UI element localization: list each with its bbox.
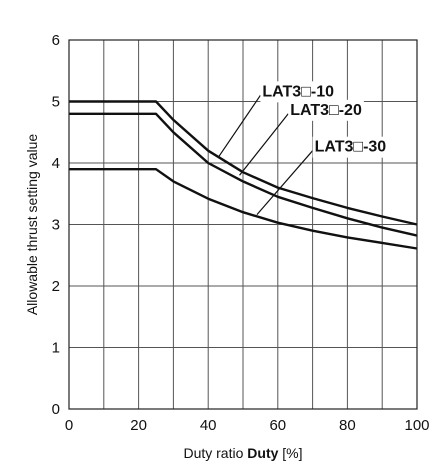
x-tick-label: 60	[269, 417, 286, 434]
series-labels: LAT3□-10 LAT3□-20 LAT3□-30	[260, 81, 389, 158]
y-axis-label: Allowable thrust setting value	[24, 134, 40, 316]
series-line-2	[69, 112, 418, 237]
y-tick-label: 6	[52, 32, 60, 49]
label-leader	[256, 150, 314, 216]
label-leader	[239, 113, 289, 176]
series-label-background	[288, 99, 364, 121]
series-label-background	[260, 81, 337, 103]
x-axis-label-prefix: Duty ratio	[183, 445, 247, 461]
y-tick-label: 3	[52, 217, 60, 234]
x-axis-label: Duty ratio Duty [%]	[183, 445, 302, 461]
series-label: LAT3□-20	[290, 102, 362, 119]
y-tick-label: 2	[52, 278, 60, 295]
tick-labels: 0 20 40 60 80 100 0 1 2 3 4 5 6	[52, 32, 430, 434]
series-label: LAT3□-30	[315, 139, 387, 156]
x-tick-label: 100	[404, 417, 429, 434]
x-tick-label: 40	[200, 417, 217, 434]
y-tick-label: 4	[52, 155, 60, 172]
y-tick-label: 5	[52, 94, 60, 111]
series-line-3	[69, 167, 418, 250]
label-leader	[218, 95, 261, 158]
x-tick-label: 0	[65, 417, 73, 434]
x-tick-label: 80	[339, 417, 356, 434]
x-tick-label: 20	[130, 417, 147, 434]
series-line-1	[69, 100, 418, 226]
y-tick-label: 0	[52, 401, 60, 418]
plot-frame	[68, 39, 418, 410]
x-axis-label-bold: Duty	[247, 445, 278, 461]
label-leaders	[218, 95, 314, 216]
x-axis-label-suffix: [%]	[278, 445, 302, 461]
series-lines	[69, 100, 418, 250]
series-label-background	[312, 136, 389, 158]
series-label: LAT3□-10	[262, 83, 334, 100]
y-tick-label: 1	[52, 340, 60, 357]
